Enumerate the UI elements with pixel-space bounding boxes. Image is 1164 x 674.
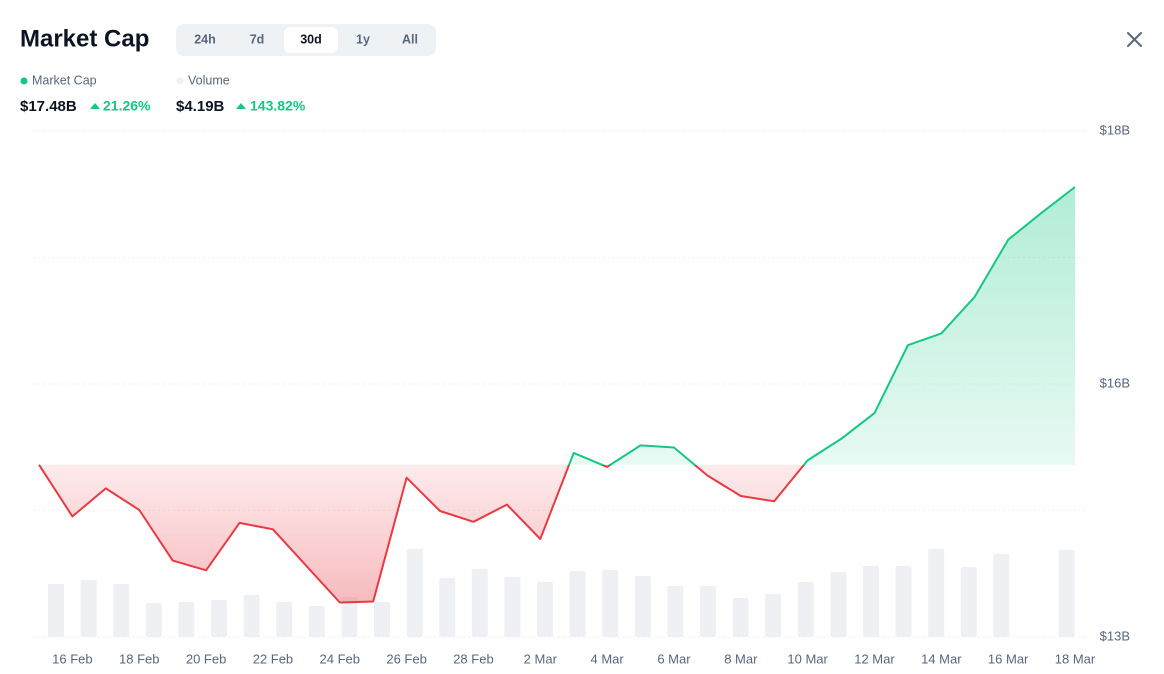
x-tick-label: 16 Feb [52,651,92,666]
volume-bar [145,603,162,637]
x-tick-label: 24 Feb [320,651,360,666]
volume-bar [895,565,912,637]
tab-label: 24h [194,32,216,46]
plot-area: $13B $16B $18B 16 Feb 18 Feb 20 Feb 22 Feb 24 F… [33,122,1130,666]
x-tick-label: 8 Mar [724,651,758,666]
up-arrow [90,103,100,109]
tab-label: 7d [250,32,265,46]
volume-bar [797,582,814,637]
tab[interactable]: 30d [284,27,338,53]
tab[interactable]: All [402,32,418,46]
volume-bar [928,548,945,637]
x-tick-label: 22 Feb [253,651,293,666]
volume-bar [634,575,651,637]
volume-bar [471,568,488,637]
x-tick-label: 10 Mar [787,651,828,666]
legend-label: Volume [188,73,230,87]
tab-label: 1y [356,32,370,46]
volume-bar [537,582,553,637]
volume-bar [765,593,782,637]
stat-change: 21.26% [103,98,151,114]
volume-bar [243,594,260,637]
tab-label: 30d [300,32,322,46]
legend-dot [176,77,184,85]
volume-bar [341,597,358,637]
volume-bar [830,572,847,637]
volume-bar [113,583,130,637]
volume-bar [406,548,423,637]
widget-title: Market Cap [20,25,149,52]
volume-bar [374,602,390,637]
volume-bar [48,583,64,637]
volume-bar [863,565,879,637]
volume-bar [732,598,749,637]
volume-bar [308,605,325,637]
x-tick-label: 4 Mar [591,651,625,666]
x-tick-label: 12 Mar [854,651,895,666]
x-tick-label: 26 Feb [386,651,426,666]
legend-dot [20,77,28,85]
volume-bar [80,579,97,637]
x-tick-label: 28 Feb [453,651,493,666]
tabs: 24h 7d 30d 1y All [194,27,418,53]
up-arrow [236,103,246,109]
volume-bar [602,569,619,637]
tab-label: All [402,32,418,46]
close-icon [1127,32,1142,47]
volume-bar [276,602,293,637]
volume-bar [667,585,684,637]
stat-value: $4.19B [176,98,225,115]
tab[interactable]: 24h [194,32,216,46]
x-tick-label: 16 Mar [988,651,1029,666]
volume-bar [960,567,977,637]
close-button[interactable] [1127,32,1142,47]
x-tick-label: 14 Mar [921,651,962,666]
volume-bar [993,553,1010,637]
volume-bar [211,599,227,637]
stat-value: $17.48B [20,98,77,115]
tab[interactable]: 1y [356,32,370,46]
volume-bar [1058,549,1075,637]
y-tick-label: $13B [1100,628,1130,643]
y-tick-label: $18B [1100,122,1130,137]
volume-bar [700,585,716,637]
stat-change: 143.82% [250,98,306,114]
x-tick-label: 18 Mar [1055,651,1096,666]
volume-bar [569,570,586,637]
x-tick-label: 6 Mar [657,651,691,666]
tab[interactable]: 7d [250,32,265,46]
x-tick-label: 20 Feb [186,651,226,666]
volume-bar [178,602,195,637]
volume-bar [504,577,521,637]
x-tick-label: 2 Mar [524,651,558,666]
x-tick-label: 18 Feb [119,651,159,666]
market-cap-line [38,186,1076,604]
legend-label: Market Cap [32,73,97,87]
volume-bar [439,577,456,637]
y-tick-label: $16B [1100,375,1130,390]
market-cap-area [39,187,1075,603]
tab-active-bg [284,27,338,53]
